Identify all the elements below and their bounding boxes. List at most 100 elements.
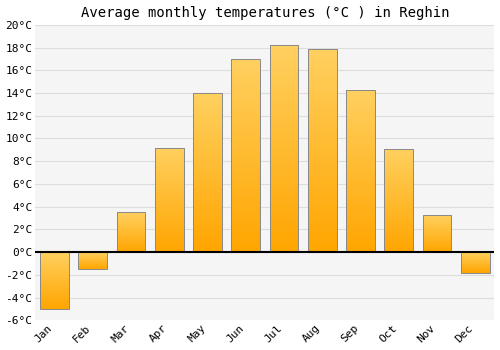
- Bar: [270, 167, 298, 169]
- Bar: [155, 244, 184, 246]
- Bar: [384, 248, 413, 250]
- Bar: [384, 176, 413, 177]
- Bar: [193, 153, 222, 155]
- Bar: [193, 131, 222, 133]
- Bar: [422, 229, 452, 230]
- Bar: [346, 120, 375, 122]
- Bar: [155, 154, 184, 155]
- Bar: [346, 128, 375, 130]
- Bar: [308, 199, 336, 201]
- Bar: [346, 150, 375, 153]
- Bar: [193, 250, 222, 252]
- Bar: [308, 189, 336, 191]
- Bar: [346, 96, 375, 98]
- Bar: [116, 219, 146, 220]
- Bar: [270, 131, 298, 133]
- Bar: [346, 228, 375, 230]
- Bar: [232, 119, 260, 122]
- Bar: [422, 240, 452, 241]
- Bar: [422, 217, 452, 218]
- Bar: [232, 238, 260, 240]
- Bar: [270, 221, 298, 224]
- Bar: [270, 141, 298, 144]
- Bar: [232, 155, 260, 158]
- Bar: [193, 93, 222, 95]
- Bar: [193, 226, 222, 228]
- Bar: [193, 143, 222, 145]
- Bar: [346, 163, 375, 165]
- Bar: [40, 294, 69, 295]
- Bar: [270, 180, 298, 182]
- Bar: [346, 244, 375, 246]
- Bar: [232, 110, 260, 112]
- Bar: [193, 99, 222, 101]
- Bar: [270, 239, 298, 242]
- Bar: [40, 292, 69, 293]
- Bar: [232, 134, 260, 136]
- Bar: [232, 247, 260, 250]
- Bar: [270, 50, 298, 53]
- Bar: [308, 191, 336, 194]
- Bar: [40, 279, 69, 280]
- Bar: [346, 98, 375, 100]
- Bar: [346, 147, 375, 148]
- Bar: [270, 133, 298, 136]
- Bar: [232, 98, 260, 100]
- Bar: [193, 170, 222, 173]
- Bar: [346, 110, 375, 112]
- Bar: [270, 146, 298, 149]
- Bar: [384, 208, 413, 209]
- Bar: [40, 273, 69, 274]
- Bar: [232, 163, 260, 165]
- Bar: [270, 79, 298, 82]
- Bar: [232, 66, 260, 69]
- Bar: [346, 153, 375, 155]
- Bar: [40, 297, 69, 298]
- Bar: [40, 284, 69, 285]
- Bar: [193, 208, 222, 210]
- Bar: [308, 49, 336, 252]
- Bar: [193, 141, 222, 143]
- Bar: [346, 118, 375, 120]
- Bar: [346, 175, 375, 177]
- Bar: [155, 227, 184, 229]
- Bar: [270, 63, 298, 66]
- Bar: [384, 231, 413, 233]
- Bar: [270, 46, 298, 252]
- Bar: [155, 191, 184, 192]
- Bar: [422, 235, 452, 236]
- Bar: [232, 233, 260, 235]
- Bar: [270, 123, 298, 125]
- Bar: [308, 122, 336, 125]
- Bar: [422, 231, 452, 232]
- Bar: [116, 217, 146, 218]
- Bar: [270, 76, 298, 79]
- Bar: [384, 180, 413, 181]
- Bar: [155, 209, 184, 210]
- Bar: [116, 245, 146, 246]
- Bar: [116, 228, 146, 229]
- Bar: [422, 248, 452, 249]
- Bar: [40, 260, 69, 261]
- Bar: [155, 248, 184, 250]
- Bar: [308, 66, 336, 69]
- Bar: [308, 62, 336, 64]
- Bar: [384, 211, 413, 212]
- Bar: [346, 134, 375, 136]
- Bar: [346, 250, 375, 252]
- Bar: [384, 201, 413, 202]
- Bar: [270, 102, 298, 105]
- Bar: [193, 216, 222, 218]
- Bar: [193, 206, 222, 208]
- Bar: [232, 105, 260, 107]
- Bar: [116, 238, 146, 239]
- Bar: [116, 223, 146, 224]
- Bar: [384, 230, 413, 231]
- Bar: [270, 61, 298, 63]
- Bar: [384, 217, 413, 218]
- Bar: [155, 186, 184, 187]
- Bar: [155, 183, 184, 184]
- Bar: [232, 173, 260, 175]
- Bar: [193, 224, 222, 226]
- Bar: [270, 94, 298, 97]
